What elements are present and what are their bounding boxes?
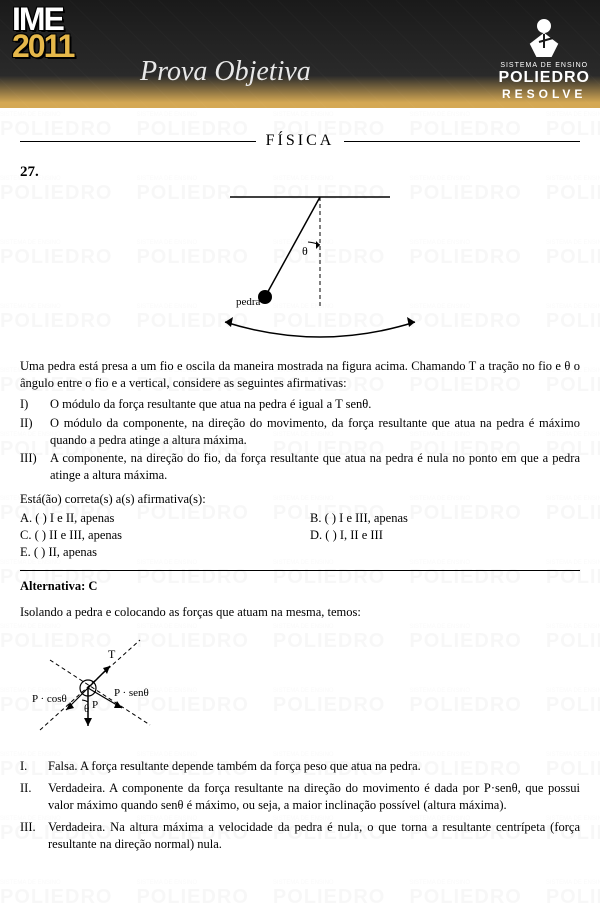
exam-year: 2011 xyxy=(12,28,73,64)
exam-logo: IME 2011 xyxy=(12,6,73,60)
pedra-label: pedra xyxy=(236,296,261,308)
svg-text:θ: θ xyxy=(84,703,89,715)
option-d: D. ( ) I, II e III xyxy=(310,528,580,543)
statements: I)O módulo da força resultante que atua … xyxy=(20,396,580,484)
solution-item: II.Verdadeira. A componente da força res… xyxy=(20,780,580,815)
solution-intro: Isolando a pedra e colocando as forças q… xyxy=(20,604,580,622)
svg-text:P · cosθ: P · cosθ xyxy=(32,693,67,705)
exam-subtitle: Prova Objetiva xyxy=(140,56,311,88)
question-number: 27. xyxy=(20,164,580,181)
header-banner: IME 2011 Prova Objetiva SISTEMA DE ENSIN… xyxy=(0,0,600,108)
brand-icon xyxy=(521,14,567,60)
solution-item: III.Verdadeira. Na altura máxima a veloc… xyxy=(20,819,580,854)
brand-line1: SISTEMA DE ENSINO xyxy=(498,62,590,69)
solution-item: I.Falsa. A força resultante depende tamb… xyxy=(20,758,580,776)
svg-text:P: P xyxy=(92,699,98,711)
option-c: C. ( ) II e III, apenas xyxy=(20,528,290,543)
option-a: A. ( ) I e II, apenas xyxy=(20,511,290,526)
brand-line3: RESOLVE xyxy=(498,87,590,101)
divider xyxy=(20,570,580,571)
svg-text:θ: θ xyxy=(302,244,308,258)
svg-text:T: T xyxy=(108,647,116,661)
brand-block: SISTEMA DE ENSINO POLIEDRO RESOLVE xyxy=(498,14,590,101)
question-text: Uma pedra está presa a um fio e oscila d… xyxy=(20,358,580,392)
pendulum-figure: pedra θ xyxy=(20,187,580,346)
section-title: FÍSICA xyxy=(20,132,580,150)
statement: I)O módulo da força resultante que atua … xyxy=(20,396,580,413)
svg-text:P · senθ: P · senθ xyxy=(114,687,149,699)
options: A. ( ) I e II, apenas B. ( ) I e III, ap… xyxy=(20,511,580,560)
option-e: E. ( ) II, apenas xyxy=(20,545,290,560)
question-ask: Está(ão) correta(s) a(s) afirmativa(s): xyxy=(20,492,580,507)
statement: III)A componente, na direção do fio, da … xyxy=(20,450,580,484)
answer-label: Alternativa: C xyxy=(20,579,580,594)
free-body-diagram: T P P · senθ P · cosθ θ xyxy=(30,630,580,751)
brand-line2: POLIEDRO xyxy=(498,69,590,87)
option-b: B. ( ) I e III, apenas xyxy=(310,511,580,526)
statement: II)O módulo da componente, na direção do… xyxy=(20,415,580,449)
solution: Isolando a pedra e colocando as forças q… xyxy=(20,604,580,854)
